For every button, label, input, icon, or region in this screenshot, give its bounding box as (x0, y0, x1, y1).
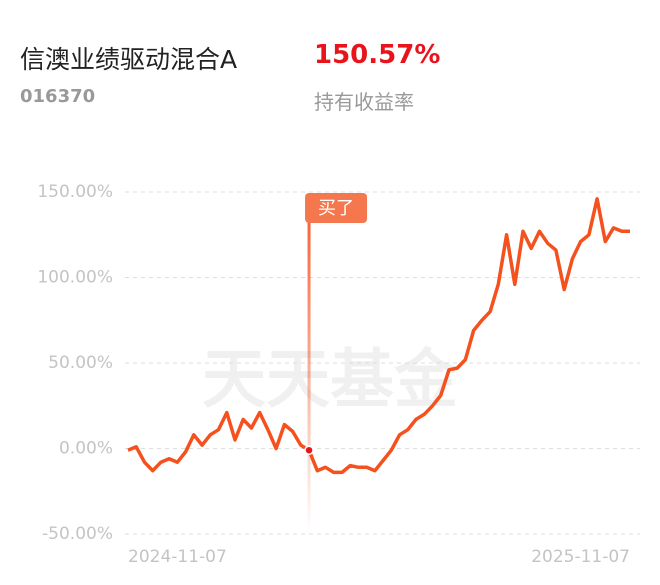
fund-title: 信澳业绩驱动混合A (20, 45, 238, 74)
y-tick-label: -50.00% (42, 524, 113, 544)
buy-badge (305, 193, 368, 223)
y-tick-label: 150.00% (37, 182, 113, 202)
watermark: 天天基金 (202, 343, 459, 418)
x-tick-label: 2024-11-07 (128, 547, 227, 567)
return-value: 150.57% (314, 40, 441, 70)
buy-label: 买了 (318, 198, 354, 219)
x-tick-label: 2025-11-07 (531, 547, 630, 567)
buy-dot (304, 445, 314, 455)
y-tick-label: 100.00% (37, 268, 113, 288)
fund-code: 016370 (20, 86, 96, 107)
return-label: 持有收益率 (314, 90, 414, 114)
y-tick-label: 0.00% (59, 439, 113, 459)
line (127, 197, 630, 475)
buy-line (307, 215, 311, 534)
y-tick-label: 50.00% (48, 353, 113, 373)
